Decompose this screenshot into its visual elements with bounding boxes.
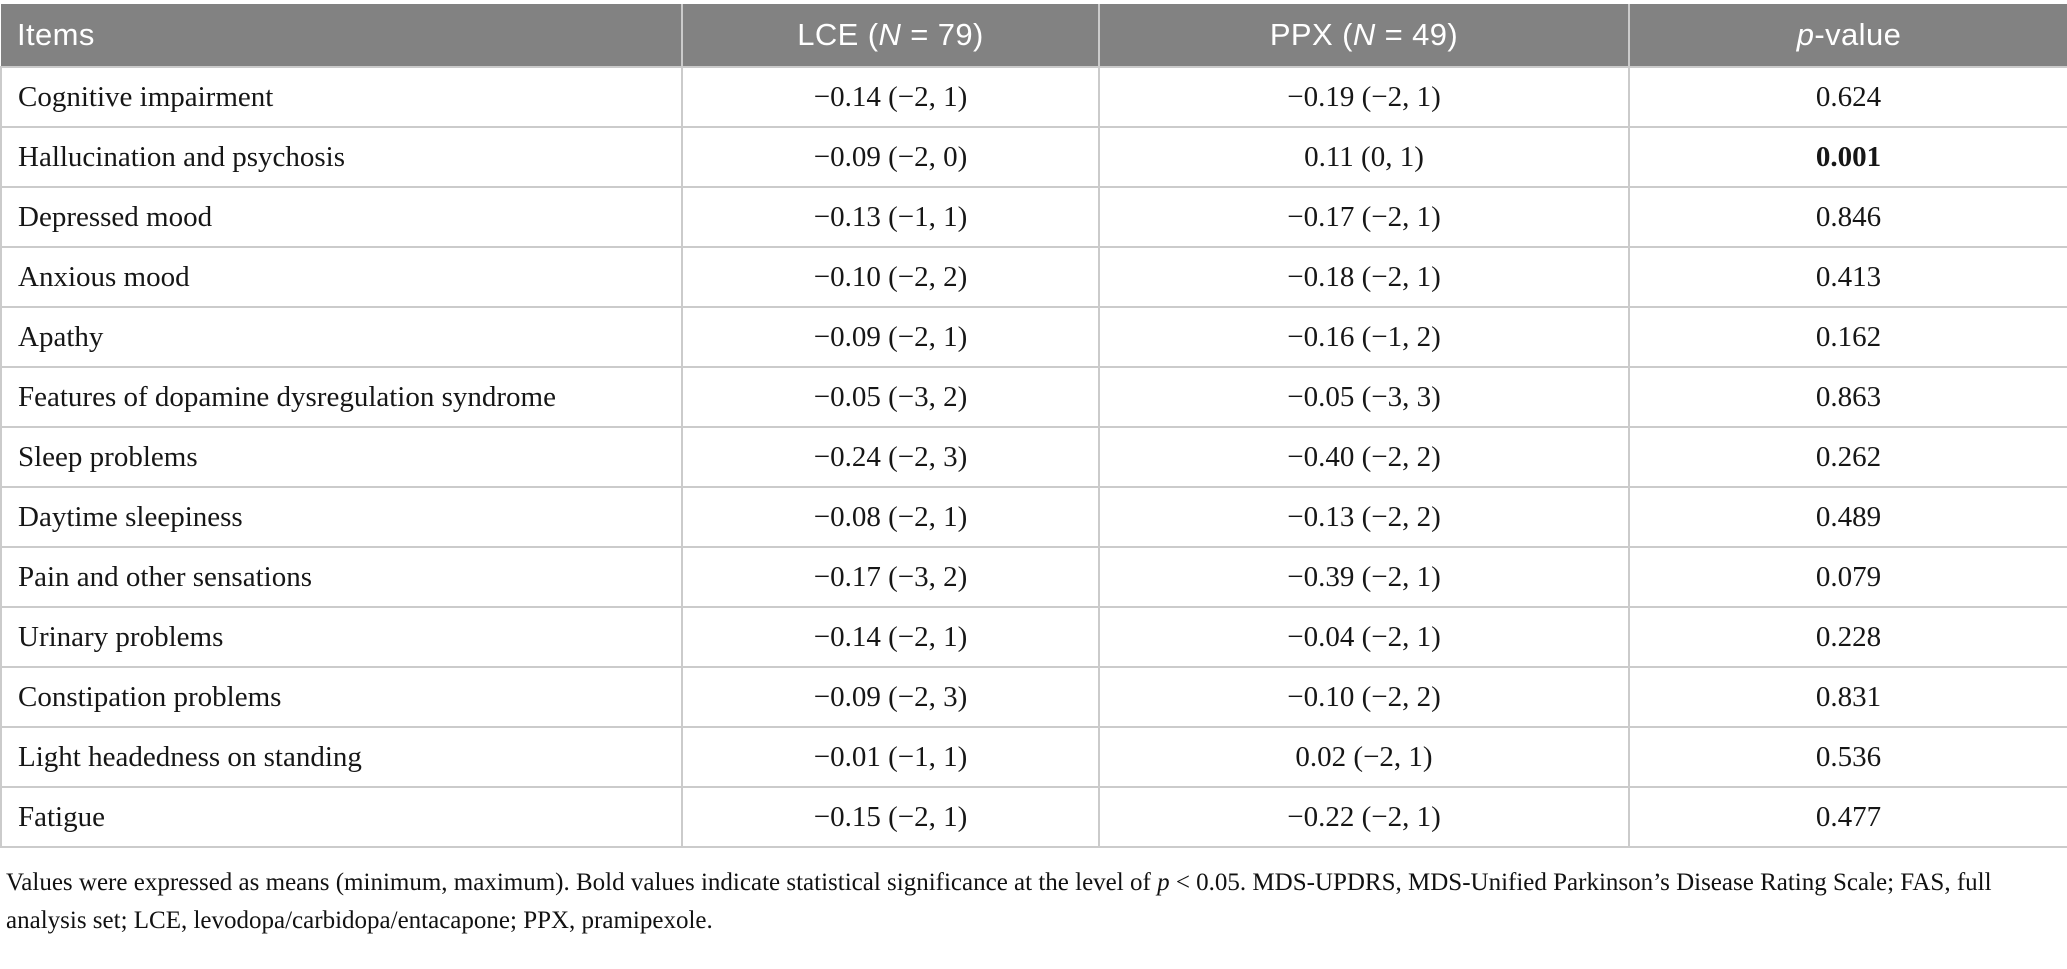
footnote-text-1: Values were expressed as means (minimum,… [6, 869, 1158, 896]
item-cell: Sleep problems [0, 426, 683, 488]
ppx-value-cell: 0.02 (−2, 1) [1098, 726, 1630, 788]
header-lce-suffix: = 79) [901, 17, 984, 52]
lce-value-cell: −0.13 (−1, 1) [681, 186, 1100, 248]
p-value-cell: 0.001 [1628, 126, 2067, 188]
table-row: Hallucination and psychosis −0.09 (−2, 0… [0, 126, 2067, 188]
header-lce: LCE (N = 79) [681, 4, 1100, 68]
p-value-cell: 0.846 [1628, 186, 2067, 248]
ppx-value-cell: −0.05 (−3, 3) [1098, 366, 1630, 428]
lce-value-cell: −0.15 (−2, 1) [681, 786, 1100, 848]
p-value-cell: 0.079 [1628, 546, 2067, 608]
p-value-cell: 0.262 [1628, 426, 2067, 488]
item-cell: Daytime sleepiness [0, 486, 683, 548]
lce-value-cell: −0.09 (−2, 3) [681, 666, 1100, 728]
table-row: Daytime sleepiness −0.08 (−2, 1) −0.13 (… [0, 486, 2067, 548]
header-ppx: PPX (N = 49) [1098, 4, 1630, 68]
table-row: Pain and other sensations −0.17 (−3, 2) … [0, 546, 2067, 608]
p-value-cell: 0.624 [1628, 66, 2067, 128]
p-value-cell: 0.863 [1628, 366, 2067, 428]
lce-value-cell: −0.17 (−3, 2) [681, 546, 1100, 608]
item-cell: Hallucination and psychosis [0, 126, 683, 188]
table-row: Constipation problems −0.09 (−2, 3) −0.1… [0, 666, 2067, 728]
header-p-suffix: -value [1814, 17, 1902, 52]
lce-value-cell: −0.05 (−3, 2) [681, 366, 1100, 428]
table-body: Cognitive impairment −0.14 (−2, 1) −0.19… [0, 66, 2067, 848]
table-row: Apathy −0.09 (−2, 1) −0.16 (−1, 2) 0.162 [0, 306, 2067, 368]
ppx-value-cell: −0.18 (−2, 1) [1098, 246, 1630, 308]
lce-value-cell: −0.10 (−2, 2) [681, 246, 1100, 308]
table-row: Sleep problems −0.24 (−2, 3) −0.40 (−2, … [0, 426, 2067, 488]
lce-value-cell: −0.09 (−2, 1) [681, 306, 1100, 368]
table-row: Anxious mood −0.10 (−2, 2) −0.18 (−2, 1)… [0, 246, 2067, 308]
table-row: Urinary problems −0.14 (−2, 1) −0.04 (−2… [0, 606, 2067, 668]
header-row: Items LCE (N = 79) PPX (N = 49) p-value [1, 4, 2067, 68]
ppx-value-cell: −0.19 (−2, 1) [1098, 66, 1630, 128]
item-cell: Cognitive impairment [0, 66, 683, 128]
header-p-value: p-value [1628, 4, 2067, 68]
p-value-cell: 0.413 [1628, 246, 2067, 308]
header-items-label: Items [17, 17, 95, 52]
table-row: Cognitive impairment −0.14 (−2, 1) −0.19… [0, 66, 2067, 128]
lce-value-cell: −0.01 (−1, 1) [681, 726, 1100, 788]
lce-value-cell: −0.08 (−2, 1) [681, 486, 1100, 548]
header-items: Items [1, 4, 683, 68]
table-header: Items LCE (N = 79) PPX (N = 49) p-value [1, 4, 2067, 68]
item-cell: Apathy [0, 306, 683, 368]
results-table: Items LCE (N = 79) PPX (N = 49) p-value … [0, 4, 2067, 848]
header-p-italic: p [1796, 17, 1815, 52]
item-cell: Constipation problems [0, 666, 683, 728]
lce-value-cell: −0.24 (−2, 3) [681, 426, 1100, 488]
p-value-cell: 0.536 [1628, 726, 2067, 788]
header-ppx-n-italic: N [1352, 17, 1376, 52]
item-cell: Fatigue [0, 786, 683, 848]
table-row: Light headedness on standing −0.01 (−1, … [0, 726, 2067, 788]
ppx-value-cell: −0.16 (−1, 2) [1098, 306, 1630, 368]
ppx-value-cell: −0.39 (−2, 1) [1098, 546, 1630, 608]
table-row: Depressed mood −0.13 (−1, 1) −0.17 (−2, … [0, 186, 2067, 248]
ppx-value-cell: −0.04 (−2, 1) [1098, 606, 1630, 668]
header-lce-n-italic: N [878, 17, 902, 52]
lce-value-cell: −0.14 (−2, 1) [681, 66, 1100, 128]
lce-value-cell: −0.14 (−2, 1) [681, 606, 1100, 668]
table-row: Fatigue −0.15 (−2, 1) −0.22 (−2, 1) 0.47… [0, 786, 2067, 848]
ppx-value-cell: −0.40 (−2, 2) [1098, 426, 1630, 488]
footnote-p-italic: p [1157, 869, 1170, 896]
header-lce-prefix: LCE ( [797, 17, 879, 52]
p-value-cell: 0.831 [1628, 666, 2067, 728]
ppx-value-cell: −0.10 (−2, 2) [1098, 666, 1630, 728]
item-cell: Depressed mood [0, 186, 683, 248]
footnote-text-2: < 0.05. MDS-UPDRS, MDS-Unified Parkinson… [6, 869, 1992, 934]
ppx-value-cell: 0.11 (0, 1) [1098, 126, 1630, 188]
item-cell: Pain and other sensations [0, 546, 683, 608]
p-value-cell: 0.489 [1628, 486, 2067, 548]
p-value-cell: 0.228 [1628, 606, 2067, 668]
item-cell: Features of dopamine dysregulation syndr… [0, 366, 683, 428]
lce-value-cell: −0.09 (−2, 0) [681, 126, 1100, 188]
ppx-value-cell: −0.13 (−2, 2) [1098, 486, 1630, 548]
item-cell: Light headedness on standing [0, 726, 683, 788]
item-cell: Anxious mood [0, 246, 683, 308]
ppx-value-cell: −0.22 (−2, 1) [1098, 786, 1630, 848]
table-row: Features of dopamine dysregulation syndr… [0, 366, 2067, 428]
table-footnote: Values were expressed as means (minimum,… [0, 864, 2067, 940]
ppx-value-cell: −0.17 (−2, 1) [1098, 186, 1630, 248]
item-cell: Urinary problems [0, 606, 683, 668]
p-value-cell: 0.162 [1628, 306, 2067, 368]
p-value-cell: 0.477 [1628, 786, 2067, 848]
header-ppx-suffix: = 49) [1375, 17, 1459, 52]
header-ppx-prefix: PPX ( [1269, 17, 1353, 52]
